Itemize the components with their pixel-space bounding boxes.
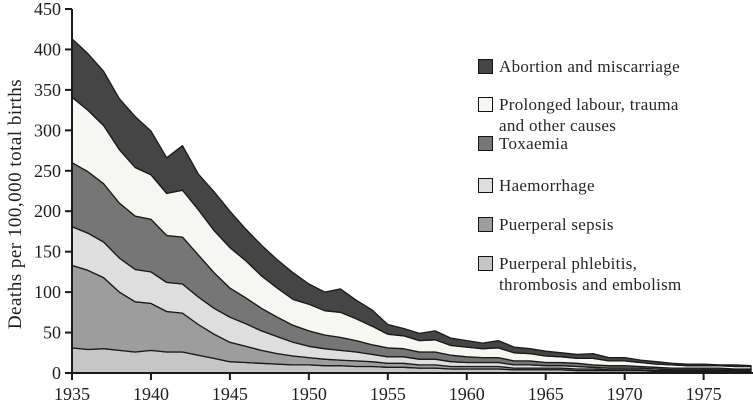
legend-item-haemorrhage: Haemorrhage [478,175,595,196]
area-abortion [71,38,752,368]
legend-label: Puerperal phlebitis, thrombosis and embol… [499,254,682,294]
y-tick-label: 300 [34,120,61,140]
legend-label: Toxaemia [499,134,569,153]
x-tick-label: 1945 [212,384,248,404]
legend-swatch-icon [478,256,493,271]
y-tick-label: 450 [34,0,61,19]
x-tick-label: 1965 [528,384,564,404]
legend-item-prolonged-labour: Prolonged labour, trauma and other causes [478,94,679,136]
legend-swatch-icon [478,136,493,151]
legend-label: Abortion and miscarriage [499,57,680,76]
y-tick-label: 50 [43,323,61,343]
legend-item-puerperal-phlebitis: Puerperal phlebitis, thrombosis and embol… [478,253,682,295]
x-tick-label: 1970 [607,384,643,404]
legend-item-abortion: Abortion and miscarriage [478,56,680,77]
legend-label: Haemorrhage [499,176,595,195]
x-tick-label: 1950 [291,384,327,404]
y-tick-label: 100 [34,282,61,302]
y-tick-label: 350 [34,80,61,100]
x-tick-label: 1960 [449,384,485,404]
y-tick-label: 150 [34,242,61,262]
y-tick-label: 0 [52,363,61,383]
legend-swatch-icon [478,97,493,112]
y-tick-label: 400 [34,39,61,59]
x-tick-label: 1935 [54,384,90,404]
y-tick-label: 250 [34,161,61,181]
legend-label: Prolonged labour, trauma and other causes [499,95,679,135]
legend-swatch-icon [478,59,493,74]
x-tick-label: 1940 [133,384,169,404]
legend-item-puerperal-sepsis: Puerperal sepsis [478,214,614,235]
x-tick-label: 1975 [686,384,722,404]
legend-label: Puerperal sepsis [499,215,614,234]
legend-item-toxaemia: Toxaemia [478,133,568,154]
legend-swatch-icon [478,178,493,193]
y-tick-label: 200 [34,201,61,221]
y-axis-title: Deaths per 100,000 total births [5,78,26,330]
x-tick-label: 1955 [370,384,406,404]
legend-swatch-icon [478,217,493,232]
